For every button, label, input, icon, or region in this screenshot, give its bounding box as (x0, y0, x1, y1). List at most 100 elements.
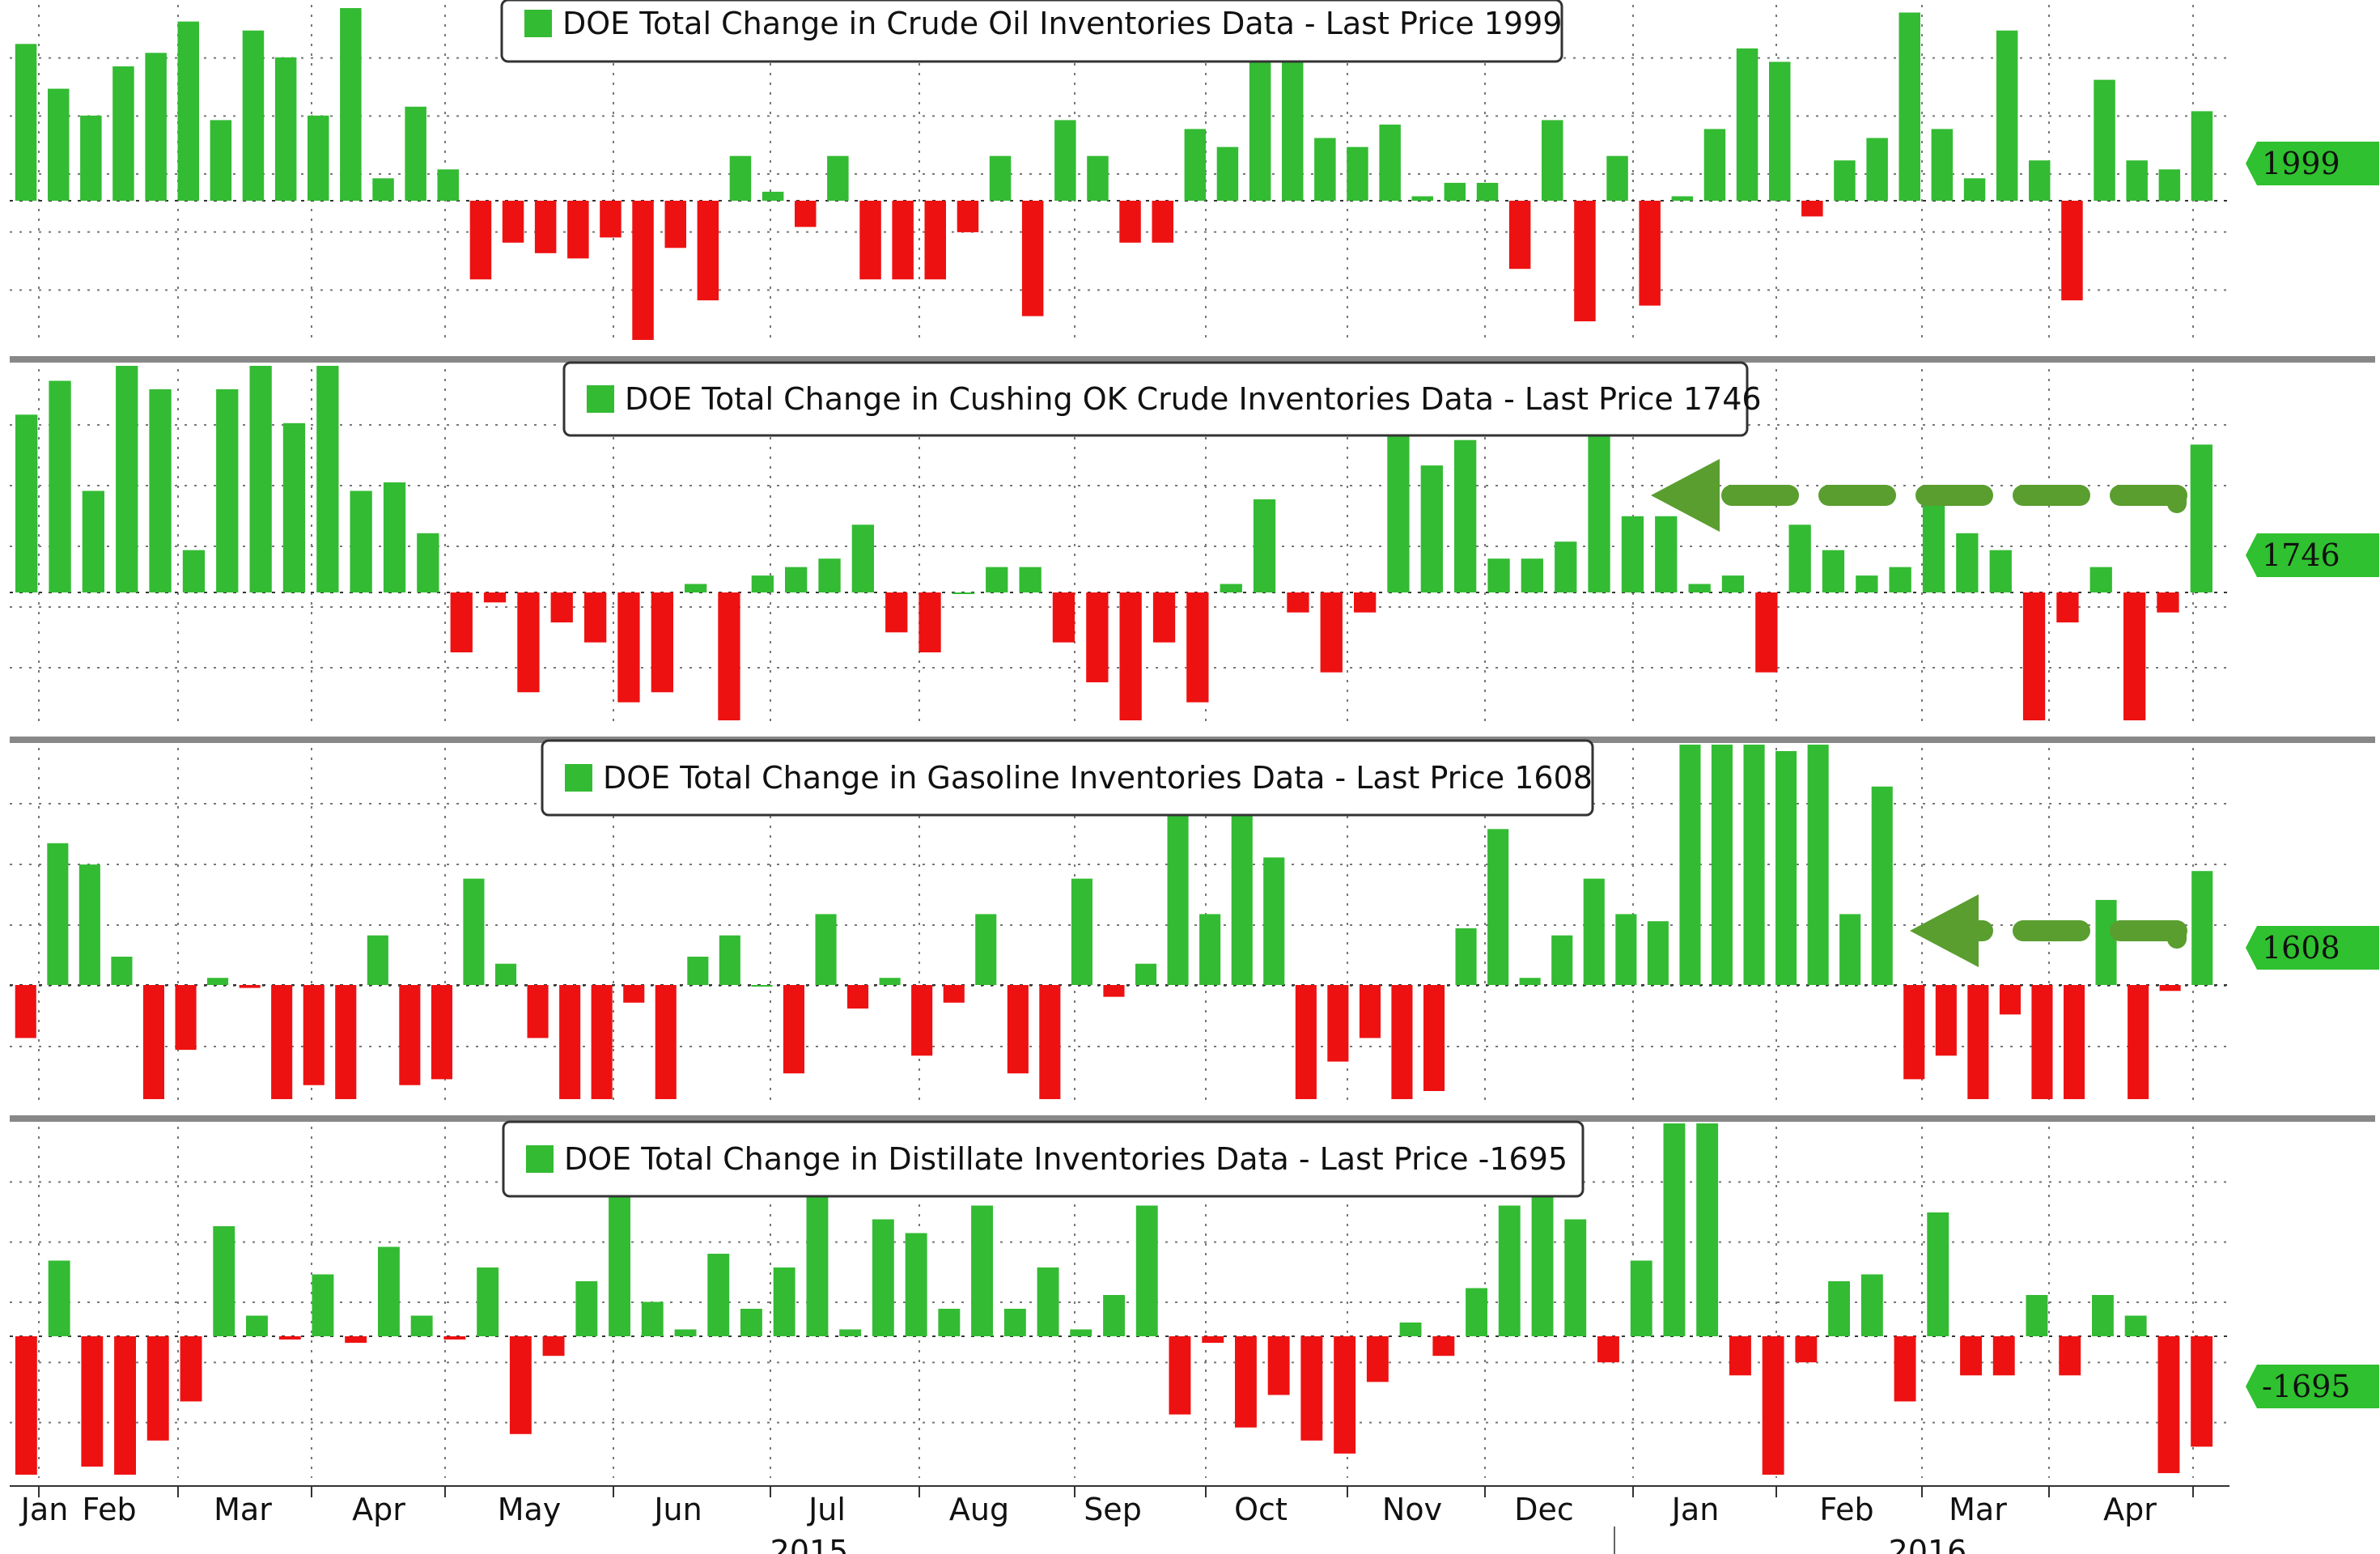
bar (729, 155, 752, 201)
bar (623, 985, 645, 1003)
x-tick-label: Oct (1234, 1492, 1288, 1527)
bar (609, 1171, 630, 1336)
bar (815, 914, 837, 985)
bar (1119, 201, 1141, 243)
bar (1922, 490, 1945, 592)
bar (1743, 745, 1765, 985)
bar (762, 191, 784, 201)
bar (312, 1274, 334, 1336)
bar (1186, 592, 1209, 703)
bar (1967, 985, 1989, 1099)
bar (938, 1309, 961, 1336)
last-value-tag-label: 1746 (2262, 537, 2340, 573)
bar (146, 1336, 169, 1441)
bar (1703, 129, 1726, 201)
bar (989, 155, 1012, 201)
bar (542, 1336, 565, 1357)
bar (1399, 1323, 1422, 1336)
bar (1519, 978, 1541, 985)
bar (340, 8, 362, 201)
bar (1432, 1336, 1455, 1357)
bar (1498, 1205, 1521, 1336)
annotation-arrow-head (1910, 894, 1979, 967)
bar (1956, 533, 1979, 592)
bar (2031, 985, 2053, 1099)
bar (1807, 745, 1829, 985)
x-tick-label: Feb (1819, 1492, 1873, 1527)
bar (957, 201, 979, 232)
bar (1606, 155, 1628, 201)
last-value-tag: 1999 (2246, 142, 2379, 185)
bar (1420, 465, 1443, 592)
bar (49, 380, 71, 592)
bar (559, 985, 581, 1099)
bar (274, 57, 297, 202)
bar (1039, 985, 1061, 1099)
bar (534, 201, 557, 253)
bar (308, 115, 329, 201)
bar (1755, 592, 1778, 673)
bar (1788, 524, 1811, 592)
bar (48, 88, 70, 201)
bar (1169, 1336, 1191, 1415)
bar (632, 201, 654, 340)
bar (783, 985, 804, 1074)
bar (2095, 899, 2117, 985)
bar (1639, 201, 1661, 306)
x-tick-label: Nov (1382, 1492, 1442, 1527)
bar (2124, 1315, 2147, 1336)
bar (175, 985, 197, 1051)
bar (2191, 111, 2213, 201)
legend: DOE Total Change in Crude Oil Inventorie… (500, 0, 1563, 63)
bar (1935, 985, 1957, 1056)
bar (1834, 160, 1856, 201)
bar (1103, 985, 1125, 997)
legend-swatch (587, 385, 614, 413)
bar (986, 567, 1008, 592)
bar (1588, 422, 1610, 592)
last-value-tag-shape (2246, 926, 2379, 970)
bar (1249, 57, 1271, 202)
bar (1775, 751, 1797, 985)
bar (303, 985, 325, 1085)
bar (1135, 963, 1157, 985)
bar (1037, 1267, 1059, 1336)
bar (975, 914, 997, 985)
bar (345, 1336, 367, 1344)
bar (78, 864, 100, 985)
bar (1801, 201, 1823, 217)
bar (591, 985, 613, 1099)
bar (1894, 1336, 1916, 1402)
bar (1199, 914, 1221, 985)
bar (1487, 558, 1510, 592)
bar (437, 169, 459, 201)
bar (655, 985, 677, 1099)
bar (2126, 160, 2148, 201)
bar (1334, 1336, 1356, 1454)
bar (751, 575, 774, 592)
bar (111, 957, 133, 985)
bar (15, 985, 36, 1038)
bar (1992, 1336, 2015, 1376)
bar (1963, 178, 1986, 201)
bar (2026, 1295, 2048, 1336)
bar (213, 1226, 235, 1336)
bar (1167, 808, 1189, 985)
bar (350, 490, 372, 592)
bar (1295, 985, 1317, 1099)
bar (517, 592, 540, 693)
bar (827, 155, 849, 201)
bar (718, 592, 740, 720)
bar (1216, 146, 1239, 201)
bar (851, 524, 874, 592)
bar (1769, 62, 1791, 202)
bar (1087, 155, 1109, 201)
bar (2123, 592, 2146, 720)
bar (2157, 592, 2179, 613)
bar (1736, 48, 1758, 201)
bar (2159, 985, 2181, 991)
bar (818, 558, 841, 592)
bar (685, 584, 707, 592)
bar (751, 985, 773, 987)
bar (1828, 1281, 1850, 1336)
